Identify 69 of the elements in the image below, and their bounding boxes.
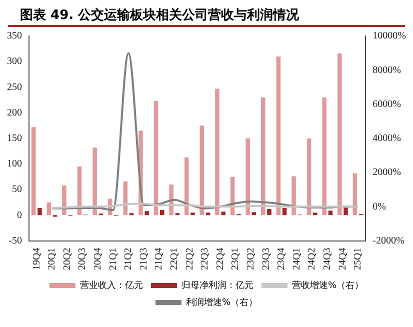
bar (246, 138, 250, 216)
x-tick-label: 21Q1 (108, 248, 119, 270)
x-tick-label: 23Q3 (260, 248, 272, 270)
bar (190, 212, 195, 216)
x-tick-label: 22Q4 (214, 248, 226, 270)
bar (206, 212, 210, 216)
bar (92, 148, 97, 216)
x-tick-label: 19Q4 (31, 248, 42, 270)
y2-tick-label: 10000% (372, 30, 406, 42)
legend-label: 归母净利润：亿元 (181, 280, 254, 291)
y-tick-label: 250 (7, 82, 22, 93)
x-tick-label: 22Q2 (184, 248, 196, 270)
y-tick-label: -50 (8, 235, 22, 246)
bar (184, 157, 189, 216)
y2-tick-label: 4000% (372, 133, 402, 144)
bar (38, 208, 42, 216)
bar (200, 126, 204, 216)
y-tick-label: 100 (7, 158, 22, 170)
x-tick-label: 24Q2 (306, 248, 318, 270)
bar (328, 210, 333, 216)
bar (267, 209, 272, 216)
x-tick-label: 22Q3 (200, 248, 211, 270)
bar (322, 97, 326, 216)
bar (252, 212, 256, 216)
y2-tick-label: 6000% (372, 98, 402, 110)
x-tick-label: 20Q2 (62, 248, 73, 270)
bar (313, 212, 318, 216)
x-tick-label: 21Q3 (138, 248, 150, 270)
bar (62, 185, 66, 216)
x-tick-label: 20Q1 (46, 248, 58, 270)
x-tick-label: 23Q1 (230, 248, 242, 270)
y-tick-label: 200 (7, 107, 22, 118)
bar (260, 97, 266, 216)
legend-label: 利润增速%（右） (186, 296, 258, 308)
bar (31, 127, 36, 216)
y2-tick-label: 8000% (372, 64, 402, 76)
x-tick-label: 21Q4 (154, 248, 165, 270)
x-tick-label: 24Q3 (322, 248, 334, 270)
x-tick-label: 24Q4 (337, 248, 348, 270)
y-tick-label: 50 (12, 184, 22, 196)
y-tick-label: 150 (7, 133, 22, 144)
x-tick-label: 22Q1 (169, 248, 180, 270)
bar (160, 210, 164, 216)
x-tick-label: 24Q1 (291, 248, 302, 270)
bar (292, 176, 296, 216)
bar (344, 208, 348, 216)
x-tick-label: 25Q1 (352, 248, 364, 270)
legend-label: 营收增速%（右） (292, 280, 364, 291)
bar (282, 208, 287, 216)
x-tick-label: 21Q2 (123, 248, 134, 270)
bar (276, 56, 281, 216)
y-tick-label: 0 (17, 210, 22, 221)
y2-tick-label: 2000% (372, 167, 402, 178)
y2-tick-label: -2000% (372, 235, 404, 246)
bar (221, 212, 226, 216)
bar (46, 202, 52, 216)
bar (215, 88, 220, 216)
y2-tick-label: 0% (372, 201, 386, 212)
bar (338, 53, 342, 216)
y-tick-label: 300 (7, 56, 22, 68)
x-tick-label: 23Q2 (246, 248, 257, 270)
x-tick-label: 20Q3 (77, 248, 88, 270)
legend-label: 营业收入：亿元 (80, 280, 143, 291)
x-tick-label: 23Q4 (276, 248, 288, 270)
bar (154, 101, 158, 216)
x-tick-label: 20Q4 (92, 248, 104, 270)
y-tick-label: 350 (7, 30, 22, 42)
bar (144, 211, 149, 216)
chart-title: 图表 49. 公交运输板块相关公司营收与利润情况 (8, 0, 405, 27)
